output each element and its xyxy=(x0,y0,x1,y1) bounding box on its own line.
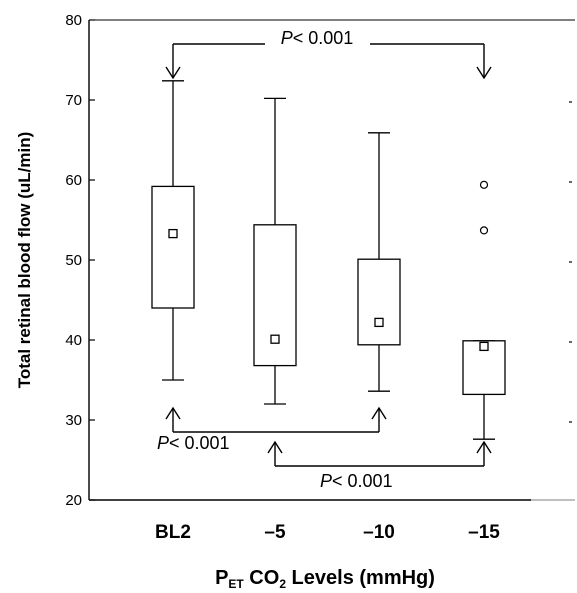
y-axis-ticks: 20 30 40 50 60 70 80 xyxy=(65,12,95,509)
p-value-text: < 0.001 xyxy=(332,471,393,491)
outlier-point xyxy=(479,226,489,235)
p-value-italic: P xyxy=(281,28,293,48)
p-value-text: < 0.001 xyxy=(169,433,230,453)
iqr-box xyxy=(253,224,297,367)
mean-marker xyxy=(374,317,384,328)
arrowhead-up xyxy=(165,406,181,420)
mean-marker xyxy=(479,341,489,352)
y-tick-label: 30 xyxy=(65,412,82,429)
arrowhead-up xyxy=(267,440,283,454)
box-group xyxy=(151,80,195,381)
comparison-bracket: P< 0.001 xyxy=(165,28,492,80)
y-tick-label: 60 xyxy=(65,172,82,189)
p-value-label: P< 0.001 xyxy=(157,433,230,453)
arrowhead-down xyxy=(476,66,492,80)
x-category-label: –15 xyxy=(468,522,500,543)
y-tick-label: 80 xyxy=(65,12,82,29)
arrowhead-up xyxy=(371,406,387,420)
y-tick-label: 50 xyxy=(65,252,82,269)
p-value-label: P< 0.001 xyxy=(281,28,354,48)
arrowhead-up xyxy=(476,440,492,454)
x-axis-title: PET CO2 Levels (mmHg) xyxy=(215,567,435,591)
p-value-italic: P xyxy=(320,471,332,491)
y-tick-label: 20 xyxy=(65,492,82,509)
x-category-label: BL2 xyxy=(155,522,191,543)
x-category-label: –5 xyxy=(264,522,286,543)
p-value-text: < 0.001 xyxy=(293,28,354,48)
mean-marker xyxy=(168,228,178,239)
x-category-label: –10 xyxy=(363,522,395,543)
comparison-bracket: P< 0.001 xyxy=(157,406,387,453)
boxes-layer xyxy=(151,80,506,440)
y-axis-title: Total retinal blood flow (uL/min) xyxy=(15,132,34,389)
p-value-label: P< 0.001 xyxy=(320,471,393,491)
mean-marker xyxy=(270,334,280,344)
iqr-box xyxy=(151,185,195,309)
y-tick-label: 40 xyxy=(65,332,82,349)
x-category-labels: BL2 –5 –10 –15 xyxy=(155,522,500,543)
box-group xyxy=(462,180,506,440)
box-group xyxy=(253,97,297,405)
p-value-italic: P xyxy=(157,433,169,453)
box-group xyxy=(357,132,401,392)
y-tick-label: 70 xyxy=(65,92,82,109)
right-edge-tick-marks xyxy=(569,101,572,423)
iqr-box xyxy=(357,258,401,346)
comparison-bracket: P< 0.001 xyxy=(267,440,492,491)
outlier-point xyxy=(479,180,489,189)
arrowhead-down xyxy=(165,66,181,80)
